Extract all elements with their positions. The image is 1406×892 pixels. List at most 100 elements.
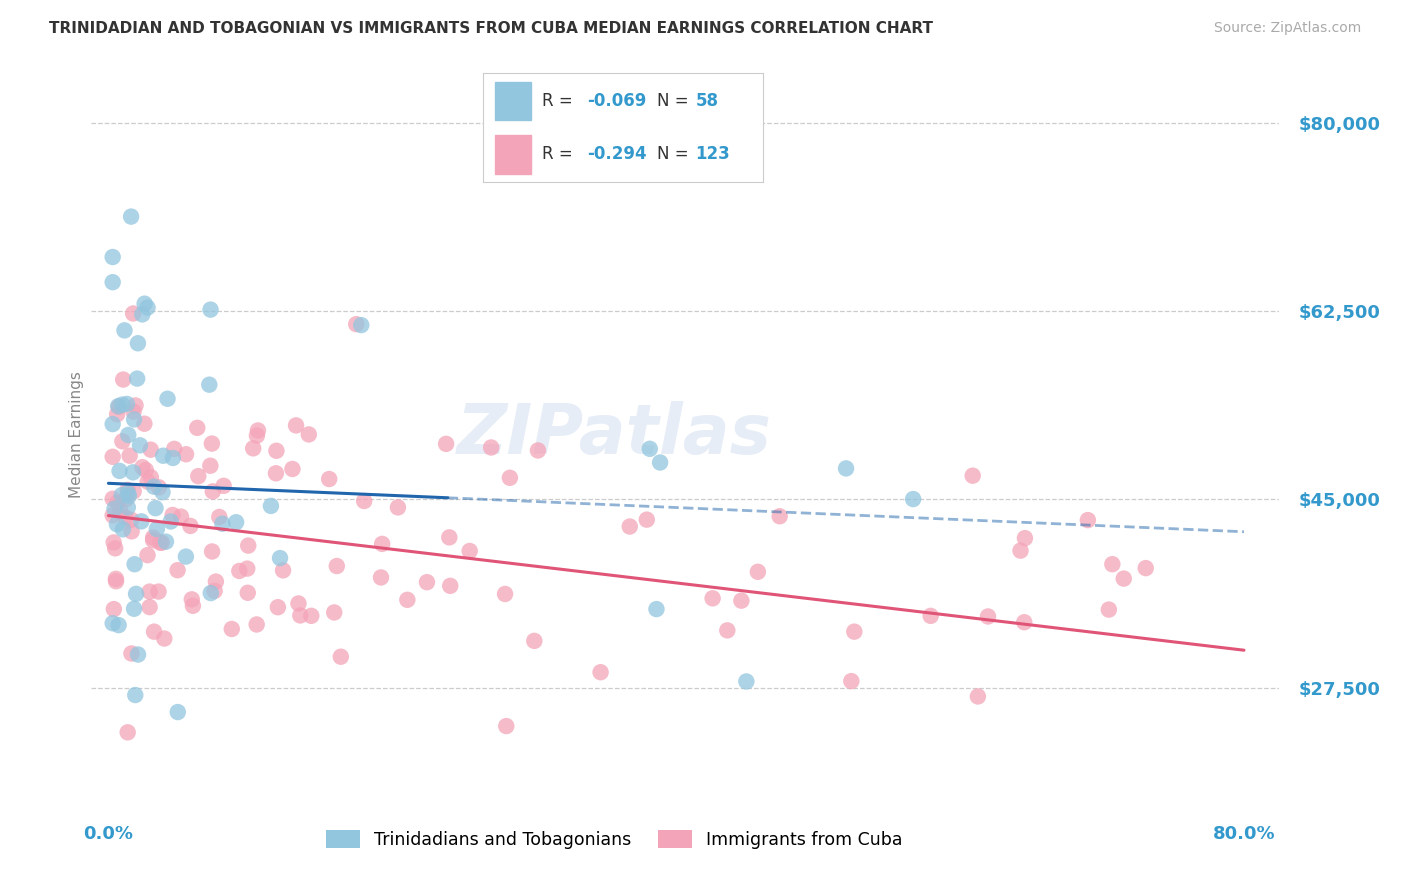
Point xyxy=(318,472,340,486)
Point xyxy=(107,399,129,413)
Point xyxy=(163,442,186,456)
Point xyxy=(238,539,260,553)
Point xyxy=(170,509,193,524)
Point xyxy=(101,275,124,289)
Point xyxy=(139,442,162,457)
Point xyxy=(1135,561,1157,575)
Point xyxy=(103,501,125,516)
Point xyxy=(844,624,866,639)
Point xyxy=(181,599,204,613)
Point xyxy=(112,372,135,386)
Point xyxy=(589,665,612,680)
Point xyxy=(138,584,160,599)
Point xyxy=(267,600,290,615)
Point xyxy=(111,488,134,502)
Point xyxy=(201,544,224,558)
Point xyxy=(967,690,990,704)
Point xyxy=(135,463,157,477)
Point xyxy=(1098,602,1121,616)
Point xyxy=(179,519,201,533)
Point xyxy=(131,460,153,475)
Point xyxy=(104,572,127,586)
Point xyxy=(153,632,176,646)
Point xyxy=(122,404,145,418)
Point xyxy=(186,421,208,435)
Point xyxy=(201,436,224,450)
Point xyxy=(702,591,724,606)
Point xyxy=(1010,543,1032,558)
Point xyxy=(458,544,481,558)
Point xyxy=(187,469,209,483)
Point xyxy=(124,688,146,702)
Point xyxy=(370,570,392,584)
Point xyxy=(146,522,169,536)
Point xyxy=(105,517,128,532)
Point xyxy=(131,307,153,321)
Point xyxy=(901,491,924,506)
Point xyxy=(101,450,124,464)
Point xyxy=(101,491,124,506)
Point xyxy=(290,608,312,623)
Point xyxy=(118,489,141,503)
Point xyxy=(136,475,159,489)
Point xyxy=(299,608,322,623)
Point xyxy=(121,524,143,539)
Point xyxy=(145,501,167,516)
Point xyxy=(117,725,139,739)
Point xyxy=(115,397,138,411)
Point xyxy=(527,443,550,458)
Point xyxy=(129,438,152,452)
Point xyxy=(716,624,738,638)
Point xyxy=(143,480,166,494)
Point xyxy=(122,306,145,320)
Point xyxy=(281,462,304,476)
Point xyxy=(103,535,125,549)
Point xyxy=(499,471,522,485)
Point xyxy=(180,592,202,607)
Point xyxy=(108,464,131,478)
Point xyxy=(212,479,235,493)
Point xyxy=(434,437,457,451)
Point xyxy=(730,593,752,607)
Point xyxy=(117,428,139,442)
Text: Source: ZipAtlas.com: Source: ZipAtlas.com xyxy=(1213,21,1361,35)
Point xyxy=(1012,615,1035,630)
Point xyxy=(114,323,136,337)
Point xyxy=(124,399,146,413)
Point xyxy=(260,499,283,513)
Point xyxy=(162,508,184,522)
Point xyxy=(271,563,294,577)
Point xyxy=(127,371,149,385)
Point xyxy=(111,522,134,536)
Point xyxy=(977,609,1000,624)
Point xyxy=(138,600,160,615)
Point xyxy=(134,417,156,431)
Point xyxy=(962,468,984,483)
Point xyxy=(246,428,269,442)
Point xyxy=(120,513,142,527)
Point xyxy=(636,513,658,527)
Point xyxy=(117,483,139,497)
Point xyxy=(166,563,188,577)
Point xyxy=(120,210,142,224)
Point xyxy=(350,318,373,332)
Point xyxy=(117,500,139,515)
Point xyxy=(344,317,367,331)
Point xyxy=(205,574,228,589)
Point xyxy=(114,492,136,507)
Point xyxy=(246,424,269,438)
Point xyxy=(166,705,188,719)
Point xyxy=(236,586,259,600)
Point xyxy=(747,565,769,579)
Point xyxy=(246,617,269,632)
Point xyxy=(149,535,172,549)
Point xyxy=(105,574,128,589)
Point xyxy=(835,461,858,475)
Point xyxy=(479,441,502,455)
Point xyxy=(114,510,136,524)
Point xyxy=(264,467,287,481)
Point xyxy=(122,466,145,480)
Point xyxy=(198,377,221,392)
Point xyxy=(155,534,177,549)
Y-axis label: Median Earnings: Median Earnings xyxy=(69,371,84,499)
